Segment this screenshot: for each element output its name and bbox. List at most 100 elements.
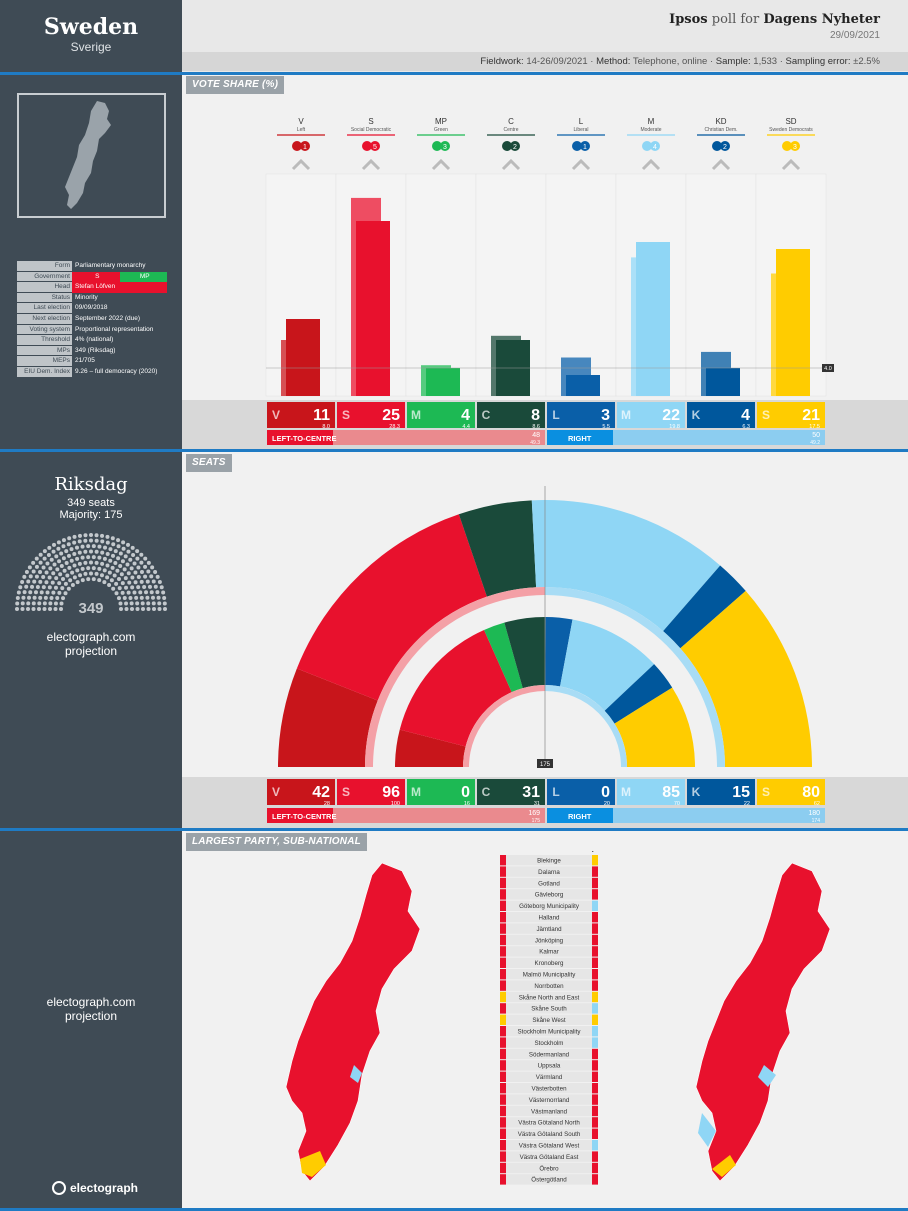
seat-arc-previous-m bbox=[560, 619, 655, 711]
seat-dot bbox=[47, 575, 52, 580]
region-name: Västra Götaland East bbox=[520, 1154, 579, 1161]
bar-poll bbox=[426, 368, 460, 396]
region-prev-swatch bbox=[500, 1014, 506, 1025]
result-value: 25 bbox=[382, 407, 400, 424]
bloc-left-previous: 175 bbox=[532, 818, 541, 824]
chevron-down-icon bbox=[501, 158, 521, 171]
fact-value: S bbox=[72, 271, 120, 283]
seat-dot bbox=[72, 551, 77, 556]
seat-dot bbox=[31, 560, 36, 565]
seat-dot bbox=[55, 567, 60, 572]
previous-value: 8.6 bbox=[532, 424, 540, 430]
region-prev-swatch bbox=[500, 946, 506, 957]
meta-key: Method: bbox=[596, 56, 633, 67]
seat-dot bbox=[53, 607, 58, 611]
seat-dot bbox=[44, 580, 49, 585]
bloc-right-name: RIGHT bbox=[568, 812, 592, 821]
seat-dot bbox=[47, 585, 52, 590]
seat-dot bbox=[124, 601, 129, 606]
trend-badge-value: 3 bbox=[443, 144, 447, 151]
parliament-name: Riksdag bbox=[54, 474, 128, 495]
seat-dot bbox=[89, 533, 93, 537]
previous-value: 28.3 bbox=[389, 424, 400, 430]
region-row bbox=[500, 934, 598, 946]
result-value: 3 bbox=[601, 407, 610, 424]
region-row bbox=[500, 1026, 598, 1037]
region-row bbox=[500, 1014, 598, 1025]
seat-dot bbox=[110, 565, 115, 570]
divider bbox=[0, 449, 908, 452]
map-previous bbox=[285, 862, 421, 1182]
fact-value: Proportional representation bbox=[75, 325, 154, 333]
seat-dot bbox=[91, 566, 96, 571]
seat-arc-projection-s bbox=[296, 514, 487, 701]
seat-dot bbox=[51, 549, 56, 554]
region-name: Stockholm bbox=[535, 1040, 564, 1047]
region-prev-swatch bbox=[500, 1060, 506, 1071]
seat-value: 0 bbox=[461, 784, 470, 801]
seat-previous: 62 bbox=[814, 801, 820, 807]
region-name: Dalarna bbox=[538, 869, 560, 876]
seat-dot bbox=[37, 607, 41, 611]
seat-dot bbox=[126, 571, 131, 576]
seat-dot bbox=[77, 550, 82, 555]
seat-dot bbox=[122, 567, 127, 572]
seat-dot bbox=[47, 545, 52, 550]
seat-dot bbox=[72, 563, 77, 568]
seat-dot bbox=[18, 585, 23, 590]
seat-dot bbox=[74, 545, 79, 550]
bar-poll bbox=[706, 368, 740, 396]
seat-dot bbox=[94, 560, 99, 565]
seat-dot bbox=[144, 590, 149, 595]
region-name: Halland bbox=[539, 915, 561, 922]
seat-dot bbox=[78, 573, 83, 578]
result-value: 4 bbox=[461, 407, 470, 424]
seat-value: 0 bbox=[601, 784, 610, 801]
seat-dot bbox=[34, 556, 39, 561]
seat-dot bbox=[66, 586, 71, 591]
seat-dot bbox=[141, 607, 145, 611]
region-row bbox=[500, 1037, 598, 1048]
seat-dot bbox=[67, 565, 72, 570]
seat-dot bbox=[118, 601, 123, 606]
seat-dot bbox=[157, 579, 162, 584]
seat-dot bbox=[152, 607, 156, 611]
seat-dot bbox=[162, 595, 167, 600]
region-prev-swatch bbox=[500, 900, 506, 911]
seat-dot bbox=[83, 571, 88, 576]
seat-dot bbox=[57, 559, 62, 564]
region-row bbox=[500, 1174, 598, 1185]
seat-dot bbox=[41, 585, 46, 590]
seat-dot bbox=[116, 544, 121, 549]
seat-dot bbox=[126, 590, 131, 595]
fact-key: EIU Dem. Index bbox=[17, 366, 72, 378]
region-row bbox=[500, 1140, 598, 1151]
seat-dot bbox=[109, 578, 114, 583]
seat-dot bbox=[143, 564, 148, 569]
seat-dot bbox=[139, 579, 144, 584]
bloc-left-value: 169 bbox=[528, 810, 540, 817]
seat-dot bbox=[34, 564, 39, 569]
seat-dot bbox=[60, 586, 65, 591]
region-prev-swatch bbox=[500, 1003, 506, 1014]
party-name: Green bbox=[434, 127, 448, 133]
region-now-swatch bbox=[592, 877, 598, 889]
bloc-left-previous: 49.3 bbox=[530, 440, 540, 446]
seat-dot bbox=[52, 542, 56, 547]
seat-dot bbox=[58, 572, 63, 577]
party-logo-icon bbox=[712, 141, 722, 151]
seat-dot bbox=[61, 577, 66, 582]
seat-dot bbox=[139, 595, 144, 600]
meta-key: Sample: bbox=[715, 56, 754, 67]
region-now-swatch bbox=[592, 1071, 598, 1082]
seat-dot bbox=[72, 540, 77, 545]
region-name: Gotland bbox=[538, 880, 560, 887]
seat-dot bbox=[61, 556, 66, 561]
seat-dot bbox=[31, 607, 36, 611]
seat-dot bbox=[61, 544, 66, 549]
seat-dot bbox=[105, 575, 110, 580]
country-map-frame bbox=[17, 93, 166, 218]
region-now-swatch bbox=[592, 1060, 598, 1071]
seat-box bbox=[337, 779, 405, 805]
region-prev-swatch bbox=[500, 1071, 506, 1082]
